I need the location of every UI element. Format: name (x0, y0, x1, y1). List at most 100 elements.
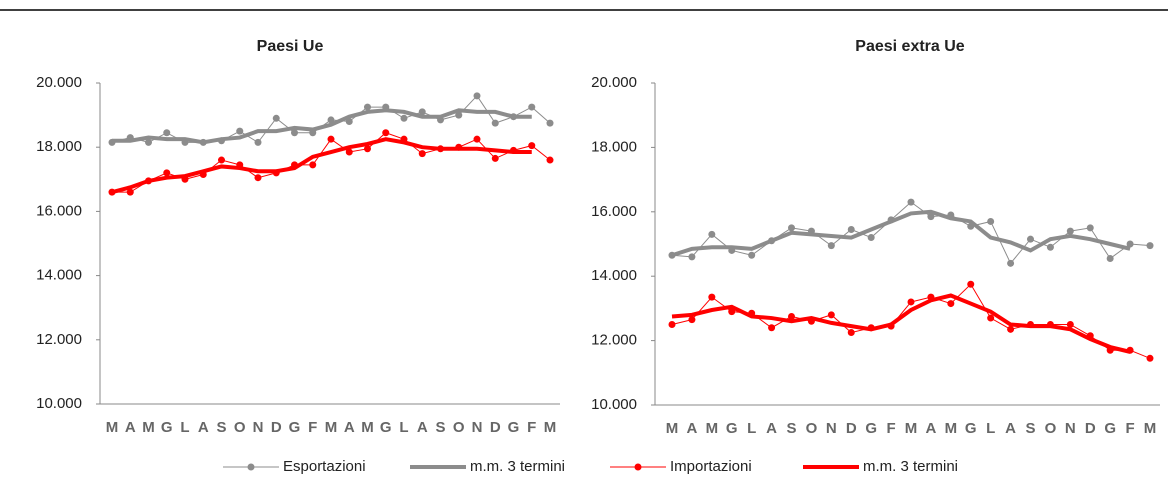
chart-title: Paesi Ue (257, 38, 324, 55)
x-tick-label: S (435, 419, 445, 436)
point (1066, 321, 1074, 328)
y-tick-label: 20.000 (591, 74, 637, 91)
x-tick-label: A (686, 420, 697, 437)
point (272, 114, 280, 122)
x-tick-label: O (453, 419, 465, 436)
x-tick-label: S (1025, 420, 1035, 437)
x-tick-label: M (666, 420, 679, 437)
point (1007, 325, 1015, 333)
x-tick-label: L (986, 420, 995, 437)
point (708, 293, 716, 301)
y-tick-label: 16.000 (36, 202, 82, 219)
series-line (671, 201, 1151, 265)
y-tick-label: 18.000 (591, 138, 637, 155)
point (236, 127, 244, 135)
point (987, 217, 995, 225)
x-tick-label: A (417, 419, 428, 436)
x-tick-label: M (905, 420, 918, 437)
x-tick-label: O (1045, 420, 1057, 437)
point (788, 312, 795, 320)
chart-title: Paesi extra Ue (855, 38, 965, 55)
point (1027, 235, 1034, 243)
point (907, 298, 915, 306)
x-tick-label: G (380, 419, 392, 436)
point (528, 103, 536, 111)
point (364, 103, 371, 111)
point (987, 314, 995, 322)
point (728, 308, 736, 316)
point (748, 251, 756, 259)
x-tick-label: A (1005, 420, 1016, 437)
x-tick-label: A (925, 420, 936, 437)
x-tick-label: D (1085, 420, 1096, 437)
x-tick-label: O (806, 420, 818, 437)
point (473, 135, 481, 143)
point (163, 169, 171, 177)
x-tick-label: F (886, 420, 895, 437)
point (1146, 242, 1154, 250)
x-tick-label: M (706, 420, 719, 437)
x-tick-label: G (289, 419, 301, 436)
y-tick-label: 16.000 (591, 203, 637, 220)
point (827, 311, 835, 319)
x-tick-label: L (180, 419, 189, 436)
moving-average-line (671, 209, 1131, 258)
point (455, 111, 463, 119)
point (1126, 240, 1134, 248)
point (145, 138, 152, 146)
point (867, 234, 875, 242)
x-tick-label: F (527, 419, 536, 436)
moving-average-line (112, 108, 532, 145)
point (1146, 354, 1154, 362)
point (254, 174, 262, 182)
point (291, 129, 298, 137)
point (254, 138, 262, 146)
point (847, 329, 855, 337)
point (418, 108, 426, 116)
point (473, 92, 481, 100)
y-tick-label: 14.000 (36, 267, 82, 284)
x-tick-label: A (766, 420, 777, 437)
point (708, 230, 716, 238)
point (528, 142, 536, 150)
x-tick-label: M (142, 419, 155, 436)
point (668, 321, 676, 328)
point (327, 135, 335, 143)
x-tick-label: A (125, 419, 136, 436)
x-tick-label: N (1065, 420, 1076, 437)
point (364, 145, 371, 153)
point (327, 116, 335, 124)
legend-marker (634, 463, 642, 471)
legend-marker (247, 463, 255, 471)
y-tick-label: 12.000 (36, 331, 82, 348)
point (907, 198, 915, 206)
point (309, 161, 317, 169)
x-tick-label: M (361, 419, 374, 436)
x-tick-label: G (965, 420, 977, 437)
moving-average-line (111, 137, 532, 195)
series-line (671, 283, 1151, 359)
point (382, 129, 390, 137)
point (967, 280, 975, 288)
point (1007, 259, 1015, 267)
x-tick-label: M (1144, 420, 1157, 437)
x-tick-label: F (1125, 420, 1134, 437)
x-tick-label: G (726, 420, 738, 437)
x-tick-label: N (472, 419, 483, 436)
point (827, 242, 835, 250)
x-tick-label: M (325, 419, 338, 436)
x-tick-label: G (161, 419, 173, 436)
x-tick-label: G (1104, 420, 1116, 437)
legend-label: Importazioni (670, 458, 752, 475)
point (1046, 243, 1054, 251)
point (947, 300, 955, 308)
point (218, 156, 225, 164)
x-tick-label: N (253, 419, 264, 436)
x-tick-label: D (271, 419, 282, 436)
point (688, 253, 696, 261)
point (788, 224, 795, 232)
x-tick-label: M (544, 419, 557, 436)
x-tick-label: A (198, 419, 209, 436)
